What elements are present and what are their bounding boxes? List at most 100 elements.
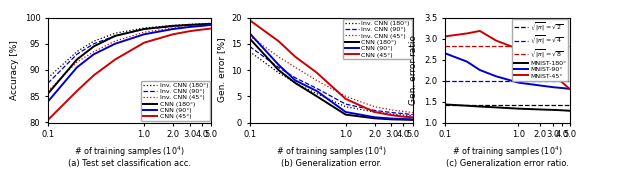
MNIST-180° (536, 108, 544, 111)
Line: MNIST-45°: MNIST-45° (445, 31, 570, 89)
$\sqrt{|\pi|}{=}\sqrt{8}$ (441, 45, 449, 47)
CNN (45°) (111, 58, 119, 61)
CNN (180°) (90, 45, 98, 47)
Legend: Inv. CNN (180°), Inv. CNN (90°), Inv. CNN (45°), CNN (180°), CNN (90°), CNN (45°: Inv. CNN (180°), Inv. CNN (90°), Inv. CN… (343, 19, 412, 60)
CNN (90°) (313, 90, 321, 92)
Line: Inv. CNN (90°): Inv. CNN (90°) (250, 46, 413, 115)
CNN (180°) (198, 23, 205, 25)
$\sqrt{|\pi|}{=}\sqrt{2}$ (550, 104, 557, 106)
MNIST-45° (492, 40, 500, 42)
Inv. CNN (180°) (140, 27, 148, 29)
CNN (90°) (44, 100, 52, 103)
CNN (45°) (186, 30, 194, 32)
CNN (45°) (388, 114, 396, 116)
MNIST-180° (559, 109, 566, 111)
Inv. CNN (90°) (111, 35, 119, 37)
CNN (45°) (44, 119, 52, 121)
$\sqrt{|\pi|}{=}\sqrt{2}$ (536, 104, 544, 106)
$\sqrt{|\pi|}{=}\sqrt{2}$ (441, 104, 449, 106)
Inv. CNN (180°) (292, 82, 300, 84)
$\sqrt{|\pi|}{=}\sqrt{4}$ (515, 79, 522, 82)
CNN (180°) (44, 93, 52, 95)
CNN (45°) (371, 111, 378, 113)
CNN (180°) (388, 118, 396, 120)
Inv. CNN (90°) (44, 82, 52, 84)
Line: Inv. CNN (45°): Inv. CNN (45°) (48, 25, 211, 91)
Inv. CNN (45°) (246, 35, 253, 37)
$\sqrt{|\pi|}{=}\sqrt{8}$ (476, 45, 484, 47)
Inv. CNN (45°) (73, 61, 81, 63)
CNN (180°) (246, 37, 253, 40)
MNIST-45° (463, 32, 471, 34)
Inv. CNN (90°) (313, 87, 321, 89)
Inv. CNN (90°) (73, 53, 81, 55)
Line: Inv. CNN (45°): Inv. CNN (45°) (250, 36, 413, 113)
$\sqrt{|\pi|}{=}\sqrt{8}$ (559, 45, 566, 47)
Inv. CNN (180°) (90, 40, 98, 42)
CNN (180°) (111, 35, 119, 37)
MNIST-45° (536, 61, 544, 63)
Inv. CNN (45°) (388, 109, 396, 111)
Inv. CNN (90°) (399, 113, 407, 115)
MNIST-45° (476, 30, 484, 32)
CNN (180°) (140, 28, 148, 30)
$\sqrt{|\pi|}{=}\sqrt{4}$ (536, 79, 544, 82)
CNN (45°) (169, 33, 177, 35)
Inv. CNN (180°) (275, 72, 282, 74)
Y-axis label: Gen. error ratio: Gen. error ratio (410, 35, 419, 105)
X-axis label: # of training samples ($10^4$): # of training samples ($10^4$) (276, 145, 387, 159)
Inv. CNN (180°) (342, 106, 349, 108)
MNIST-90° (559, 87, 566, 89)
Inv. CNN (90°) (342, 103, 349, 105)
Inv. CNN (90°) (90, 43, 98, 45)
CNN (180°) (313, 95, 321, 97)
Inv. CNN (180°) (73, 51, 81, 53)
CNN (180°) (371, 117, 378, 119)
Inv. CNN (180°) (186, 23, 194, 25)
Inv. CNN (90°) (292, 77, 300, 79)
CNN (45°) (275, 40, 282, 42)
CNN (90°) (342, 111, 349, 113)
Inv. CNN (180°) (207, 22, 215, 24)
Legend: Inv. CNN (180°), Inv. CNN (90°), Inv. CNN (45°), CNN (180°), CNN (90°), CNN (45°: Inv. CNN (180°), Inv. CNN (90°), Inv. CN… (141, 80, 210, 121)
CNN (90°) (275, 64, 282, 66)
Inv. CNN (45°) (292, 66, 300, 68)
MNIST-45° (566, 88, 573, 90)
Inv. CNN (45°) (371, 106, 378, 108)
$\sqrt{|\pi|}{=}\sqrt{4}$ (476, 79, 484, 82)
Legend: $\sqrt{|\pi|}{=}\sqrt{2}$, $\sqrt{|\pi|}{=}\sqrt{4}$, $\sqrt{|\pi|}{=}\sqrt{8}$,: $\sqrt{|\pi|}{=}\sqrt{2}$, $\sqrt{|\pi|}… (512, 19, 568, 80)
MNIST-45° (441, 35, 449, 37)
MNIST-45° (515, 48, 522, 50)
MNIST-180° (441, 103, 449, 106)
Inv. CNN (45°) (399, 110, 407, 113)
CNN (45°) (140, 42, 148, 44)
CNN (180°) (399, 119, 407, 121)
Inv. CNN (90°) (371, 109, 378, 111)
CNN (45°) (73, 90, 81, 92)
Inv. CNN (90°) (169, 25, 177, 27)
$\sqrt{|\pi|}{=}\sqrt{4}$ (441, 79, 449, 82)
CNN (90°) (186, 26, 194, 28)
$\sqrt{|\pi|}{=}\sqrt{4}$ (566, 79, 573, 82)
CNN (90°) (409, 118, 417, 120)
Text: (a) Test set classification acc.: (a) Test set classification acc. (68, 159, 191, 168)
Line: MNIST-180°: MNIST-180° (445, 104, 570, 111)
MNIST-90° (476, 69, 484, 71)
Inv. CNN (45°) (207, 24, 215, 26)
MNIST-180° (476, 106, 484, 108)
CNN (90°) (111, 43, 119, 45)
MNIST-180° (463, 105, 471, 107)
Inv. CNN (45°) (186, 25, 194, 27)
Line: CNN (90°): CNN (90°) (48, 25, 211, 101)
CNN (180°) (169, 25, 177, 27)
CNN (45°) (313, 72, 321, 74)
MNIST-90° (463, 61, 471, 63)
Inv. CNN (180°) (111, 32, 119, 34)
Inv. CNN (45°) (313, 79, 321, 82)
Inv. CNN (45°) (169, 27, 177, 29)
Inv. CNN (90°) (198, 23, 205, 25)
X-axis label: # of training samples ($10^4$): # of training samples ($10^4$) (74, 145, 185, 159)
Inv. CNN (45°) (342, 95, 349, 97)
$\sqrt{|\pi|}{=}\sqrt{4}$ (550, 79, 557, 82)
$\sqrt{|\pi|}{=}\sqrt{2}$ (476, 104, 484, 106)
